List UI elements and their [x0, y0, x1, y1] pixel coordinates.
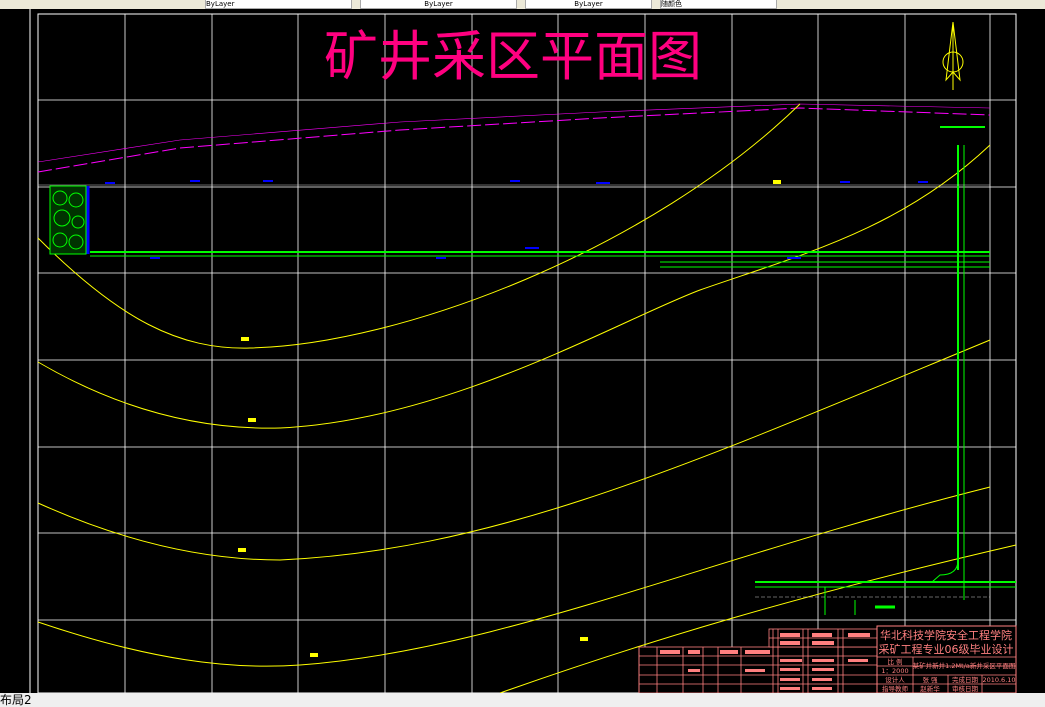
scale-label: 比 例 [887, 657, 902, 666]
drawing-svg: 矿井采区平面图 [29, 9, 1017, 694]
goaf-pattern [52, 190, 85, 250]
contour-lines [37, 103, 1017, 694]
linetype-dropdown[interactable]: ByLayer [360, 0, 517, 9]
legend-table [638, 628, 878, 694]
drawing-title: 矿井采区平面图 [324, 25, 702, 88]
designer-label: 设计人 [885, 675, 905, 684]
drawing-name: 某矿井新井1.2Mt/a新井采区平面图 [913, 661, 1016, 670]
linetype-value: ByLayer [424, 0, 453, 8]
legend-cells [660, 633, 870, 690]
layout-tab[interactable]: 布局2 [0, 693, 32, 707]
north-arrow-icon [942, 21, 964, 90]
review-date-label: 审核日期 [952, 684, 979, 693]
title-block-lines [877, 656, 1016, 693]
plotstyle-value: 随颜色 [661, 0, 682, 8]
finish-date-label: 完成日期 [952, 675, 979, 684]
title-block [876, 625, 1017, 694]
survey-marks [105, 180, 928, 259]
mine-boundary-inner [37, 103, 991, 163]
color-dropdown[interactable]: ByLayer [205, 0, 352, 9]
goaf-hatch [49, 185, 87, 255]
scale-value: 1：2000 [881, 667, 908, 675]
advisor: 赵新华 [920, 684, 940, 693]
lineweight-dropdown[interactable]: ByLayer [525, 0, 652, 9]
finish-date: 2010.6.10 [982, 676, 1015, 684]
roadways [90, 126, 1016, 615]
coordinate-grid [38, 14, 1016, 693]
toolbar: ByLayer ByLayer ByLayer 随颜色 [0, 0, 1045, 9]
designer: 张 强 [922, 675, 938, 684]
drawing-canvas[interactable]: 矿井采区平面图 [0, 9, 1045, 694]
school-name: 华北科技学院安全工程学院 [880, 628, 1012, 642]
elevation-labels [238, 180, 781, 657]
color-value: ByLayer [206, 0, 235, 8]
status-bar: 布局2 [0, 693, 1045, 707]
lineweight-value: ByLayer [574, 0, 603, 8]
mine-boundary [37, 107, 991, 173]
plotstyle-dropdown[interactable]: 随颜色 [660, 0, 777, 9]
project-name: 采矿工程专业06级毕业设计 [879, 642, 1014, 656]
advisor-label: 指导教师 [882, 684, 909, 693]
